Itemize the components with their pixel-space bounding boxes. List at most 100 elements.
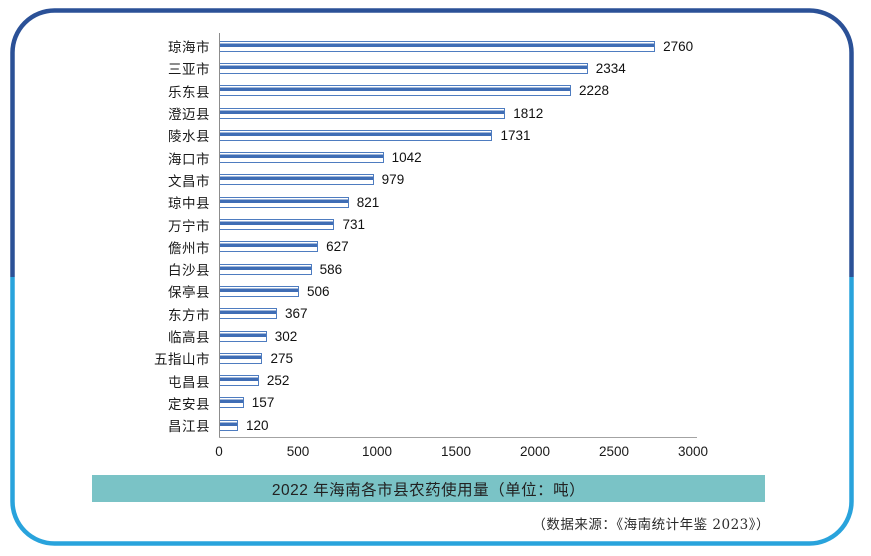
- bar-row: 五指山市 275: [40, 347, 693, 369]
- bar-row: 定安县 157: [40, 392, 693, 414]
- x-axis-line: [218, 437, 697, 438]
- value-label: 275: [270, 350, 293, 366]
- bar: [219, 308, 277, 320]
- bar-row: 文昌市 979: [40, 169, 693, 191]
- category-label: 琼海市: [168, 40, 210, 56]
- bar-row: 白沙县 586: [40, 258, 693, 280]
- x-tick-label: 1000: [361, 444, 393, 459]
- value-label: 821: [356, 194, 380, 210]
- chart-title: 2022 年海南各市县农药使用量（单位：吨）: [271, 481, 586, 499]
- x-tick-label: 500: [286, 444, 310, 459]
- bar-rows: 琼海市 2760 三亚市 2334 乐东县 2228 澄迈县 1812 陵水县 1731 海口市 10…: [40, 35, 693, 436]
- category-label: 保亭县: [168, 285, 210, 301]
- value-label: 1042: [391, 150, 422, 166]
- category-label: 三亚市: [168, 62, 210, 78]
- bar: [219, 219, 335, 231]
- bar: [219, 152, 384, 164]
- value-label: 1731: [500, 127, 531, 143]
- bar: [219, 85, 572, 97]
- bar: [219, 40, 656, 52]
- bar-cell: 302: [219, 329, 297, 344]
- data-source-note: （数据来源：《海南统计年鉴 2023》）: [532, 517, 770, 533]
- bar: [219, 419, 238, 431]
- category-label: 昌江县: [168, 419, 210, 435]
- bar-cell: 1042: [219, 150, 422, 165]
- value-label: 627: [326, 239, 349, 255]
- bar-cell: 2228: [219, 83, 609, 98]
- bar: [219, 62, 588, 74]
- bar: [219, 352, 263, 364]
- bar-row: 陵水县 1731: [40, 124, 693, 146]
- bar-row: 屯昌县 252: [40, 369, 693, 391]
- bar: [219, 397, 244, 409]
- bar: [219, 241, 319, 253]
- bar-row: 保亭县 506: [40, 280, 693, 302]
- value-label: 2228: [579, 83, 610, 99]
- category-label: 陵水县: [168, 129, 210, 145]
- category-label: 文昌市: [168, 173, 210, 189]
- bar-cell: 627: [219, 239, 349, 254]
- x-tick-label: 2500: [598, 444, 630, 459]
- bar-cell: 120: [219, 418, 268, 433]
- category-label: 乐东县: [168, 84, 210, 100]
- category-label: 定安县: [168, 396, 210, 412]
- pesticide-usage-bar-chart: 琼海市 2760 三亚市 2334 乐东县 2228 澄迈县 1812 陵水县 1731 海口市 10…: [40, 35, 693, 436]
- category-label: 万宁市: [168, 218, 210, 234]
- category-label: 海口市: [168, 151, 210, 167]
- bar-row: 乐东县 2228: [40, 80, 693, 102]
- bar: [219, 196, 349, 208]
- y-axis-line: [218, 33, 220, 437]
- bar-row: 儋州市 627: [40, 236, 693, 258]
- category-label: 琼中县: [168, 196, 210, 212]
- bar-cell: 731: [219, 217, 365, 232]
- x-tick-label: 2000: [519, 444, 551, 459]
- category-label: 白沙县: [168, 263, 210, 279]
- category-label: 临高县: [168, 330, 210, 345]
- value-label: 302: [274, 328, 298, 344]
- value-label: 367: [284, 306, 308, 322]
- bar-cell: 252: [219, 373, 289, 388]
- bar-cell: 2334: [219, 61, 626, 76]
- chart-title-band: 2022 年海南各市县农药使用量（单位：吨）: [92, 475, 765, 502]
- bar-cell: 1812: [219, 106, 543, 121]
- value-label: 120: [245, 417, 269, 433]
- bar-row: 东方市 367: [40, 303, 693, 325]
- value-label: 2760: [663, 38, 694, 54]
- bar-row: 万宁市 731: [40, 213, 693, 235]
- value-label: 2334: [595, 60, 626, 76]
- bar-cell: 979: [219, 172, 404, 187]
- bar-cell: 2760: [219, 39, 693, 54]
- value-label: 586: [319, 261, 343, 277]
- bar: [219, 375, 259, 387]
- bar: [219, 174, 374, 186]
- bar-cell: 157: [219, 395, 274, 410]
- category-label: 五指山市: [154, 352, 210, 368]
- bar-cell: 275: [219, 351, 293, 366]
- bar-row: 三亚市 2334: [40, 57, 693, 79]
- value-label: 252: [266, 373, 290, 389]
- value-label: 731: [342, 217, 366, 233]
- bar-cell: 821: [219, 195, 379, 210]
- x-tick-label: 0: [215, 444, 223, 459]
- bar-row: 琼中县 821: [40, 191, 693, 213]
- bar-row: 临高县 302: [40, 325, 693, 347]
- bar-row: 海口市 1042: [40, 146, 693, 168]
- category-label: 儋州市: [168, 240, 210, 256]
- value-label: 1812: [513, 105, 544, 121]
- bar-cell: 367: [219, 306, 308, 321]
- bar: [219, 330, 267, 342]
- category-label: 东方市: [168, 307, 210, 323]
- value-label: 979: [381, 172, 405, 188]
- bar-row: 澄迈县 1812: [40, 102, 693, 124]
- x-tick-label: 3000: [677, 444, 709, 459]
- bar: [219, 263, 312, 275]
- bar-row: 琼海市 2760: [40, 35, 693, 57]
- bar-cell: 506: [219, 284, 329, 299]
- bar: [219, 285, 299, 297]
- bar-row: 昌江县 120: [40, 414, 693, 436]
- category-label: 屯昌县: [168, 374, 210, 390]
- x-tick-label: 1500: [440, 444, 472, 459]
- bar-cell: 1731: [219, 128, 531, 143]
- category-label: 澄迈县: [168, 107, 210, 123]
- x-axis-tick-labels: 0 500 1000 1500 2000 2500 3000: [215, 444, 708, 462]
